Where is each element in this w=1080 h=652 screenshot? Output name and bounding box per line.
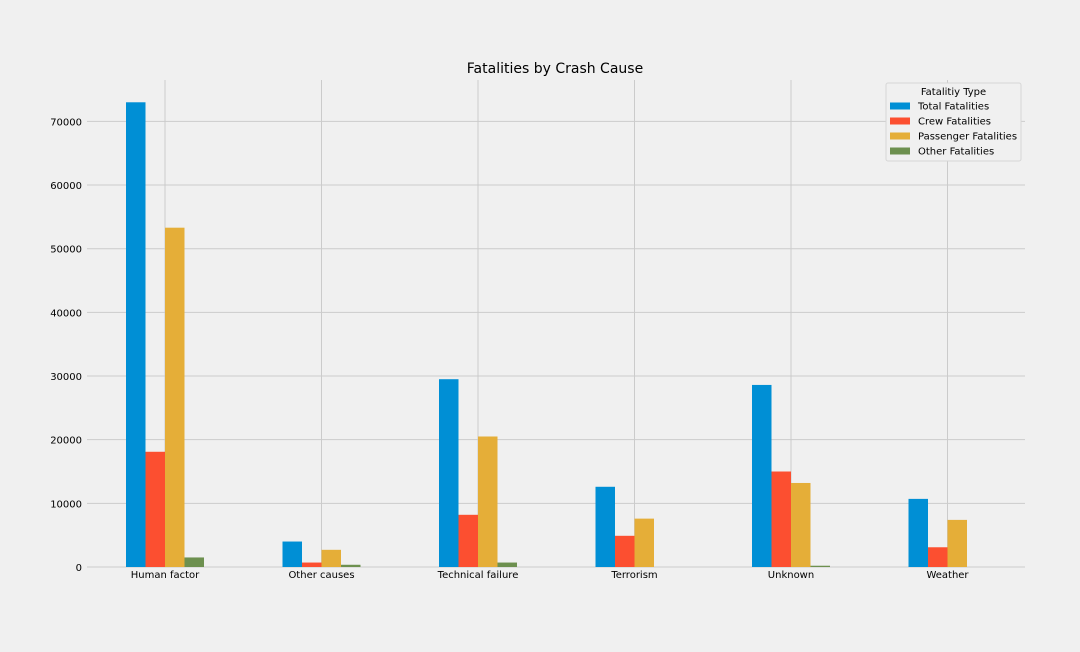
bar-passenger-fatalities-technical-failure xyxy=(478,436,498,567)
legend-label: Total Fatalities xyxy=(917,102,989,113)
x-tick-label: Weather xyxy=(926,570,969,581)
bar-passenger-fatalities-human-factor xyxy=(165,227,185,567)
legend-items: Total Fatalities Crew Fatalities Passenger… xyxy=(890,102,1017,158)
y-tick-label: 60000 xyxy=(50,181,82,192)
legend-label: Other Fatalities xyxy=(918,147,994,158)
bar-passenger-fatalities-other-causes xyxy=(321,549,341,567)
y-tick-label: 70000 xyxy=(50,117,82,128)
legend-swatch xyxy=(890,147,910,155)
bar-total-fatalities-technical-failure xyxy=(439,379,459,567)
legend-swatch xyxy=(890,132,910,140)
legend-box xyxy=(885,82,1022,162)
y-tick-label: 10000 xyxy=(50,499,82,510)
bar-total-fatalities-unknown xyxy=(752,384,772,567)
legend-title: Fatalitiy Type xyxy=(921,87,986,98)
x-tick-label: Other causes xyxy=(288,570,354,581)
bar-crew-fatalities-human-factor xyxy=(145,451,165,567)
y-tick-label: 0 xyxy=(76,563,82,574)
y-axis: 0 10000 20000 30000 40000 50000 60000 70000 xyxy=(50,117,82,574)
bar-crew-fatalities-unknown xyxy=(771,471,791,567)
x-tick-label: Human factor xyxy=(131,570,200,581)
bar-passenger-fatalities-weather xyxy=(947,519,967,567)
bar-total-fatalities-other-causes xyxy=(282,541,302,567)
bar-total-fatalities-terrorism xyxy=(595,486,615,567)
y-tick-label: 50000 xyxy=(50,245,82,256)
bar-other-fatalities-technical-failure xyxy=(497,562,517,567)
chart-title: Fatalities by Crash Cause xyxy=(467,61,643,77)
legend-label: Passenger Fatalities xyxy=(918,132,1017,143)
bar-total-fatalities-human-factor xyxy=(126,102,146,568)
bars xyxy=(126,102,967,568)
bar-other-fatalities-other-causes xyxy=(341,564,361,567)
legend-label: Crew Fatalities xyxy=(918,117,991,128)
bar-other-fatalities-unknown xyxy=(810,565,830,567)
bar-passenger-fatalities-unknown xyxy=(791,482,811,567)
legend-swatch xyxy=(890,117,910,125)
x-tick-label: Technical failure xyxy=(437,570,519,581)
legend: Fatalitiy Type Total Fatalities Crew Fata… xyxy=(885,82,1022,162)
x-tick-label: Unknown xyxy=(768,570,814,581)
x-axis: Human factor Other causes Technical failur… xyxy=(131,570,970,581)
legend-swatch xyxy=(890,102,910,110)
bar-total-fatalities-weather xyxy=(908,498,928,567)
bar-crew-fatalities-terrorism xyxy=(615,535,635,567)
y-tick-label: 20000 xyxy=(50,436,82,447)
y-tick-label: 40000 xyxy=(50,308,82,319)
y-tick-label: 30000 xyxy=(50,372,82,383)
bar-other-fatalities-human-factor xyxy=(184,557,204,567)
grid-lines xyxy=(87,80,1025,568)
bar-crew-fatalities-weather xyxy=(928,547,948,567)
bar-passenger-fatalities-terrorism xyxy=(634,518,654,567)
bar-crew-fatalities-technical-failure xyxy=(458,514,478,567)
x-tick-label: Terrorism xyxy=(610,570,657,581)
bar-crew-fatalities-other-causes xyxy=(302,562,322,567)
